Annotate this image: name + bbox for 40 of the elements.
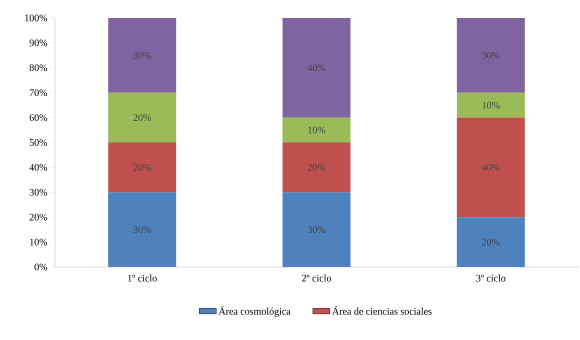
data-label: 40% bbox=[308, 64, 326, 72]
bar bbox=[456, 118, 525, 218]
y-tick-label: 30% bbox=[30, 188, 48, 196]
data-label: 10% bbox=[308, 126, 326, 134]
legend-label: Área de ciencias sociales bbox=[332, 306, 432, 315]
bar bbox=[456, 217, 525, 267]
bar bbox=[108, 192, 176, 267]
y-tick-label: 0% bbox=[34, 264, 48, 270]
bar bbox=[456, 92, 525, 118]
bar bbox=[456, 18, 525, 93]
x-tick-label: 2º ciclo bbox=[302, 274, 332, 282]
bar bbox=[108, 142, 176, 192]
data-label: 30% bbox=[134, 52, 151, 59]
legend-label: Área cosmológica bbox=[218, 306, 291, 317]
bar bbox=[108, 18, 176, 93]
data-label: 10% bbox=[482, 102, 500, 109]
bar bbox=[282, 142, 351, 192]
data-label: 20% bbox=[133, 164, 151, 171]
data-label: 30% bbox=[134, 226, 151, 234]
data-label: 30% bbox=[482, 52, 500, 59]
y-tick-label: 70% bbox=[30, 89, 48, 96]
y-tick-label: 20% bbox=[30, 214, 48, 221]
data-label: 20% bbox=[133, 114, 151, 121]
data-label: 20% bbox=[308, 164, 326, 171]
x-tick-label: 3º ciclo bbox=[476, 274, 506, 282]
bar bbox=[282, 118, 351, 142]
y-tick-label: 90% bbox=[30, 40, 48, 46]
y-tick-label: 50% bbox=[30, 139, 48, 146]
y-tick-label: 100% bbox=[25, 14, 48, 22]
y-tick-label: 10% bbox=[30, 238, 48, 246]
y-tick-label: 60% bbox=[30, 114, 48, 121]
bar bbox=[108, 92, 176, 142]
y-tick-label: 40% bbox=[29, 164, 48, 171]
data-label: 20% bbox=[482, 238, 500, 246]
y-tick-label: 80% bbox=[30, 64, 48, 72]
bar bbox=[282, 18, 351, 118]
bar bbox=[282, 192, 351, 267]
data-label: 30% bbox=[308, 226, 326, 234]
x-tick-label: 1º ciclo bbox=[128, 274, 157, 282]
data-label: 40% bbox=[482, 164, 500, 171]
